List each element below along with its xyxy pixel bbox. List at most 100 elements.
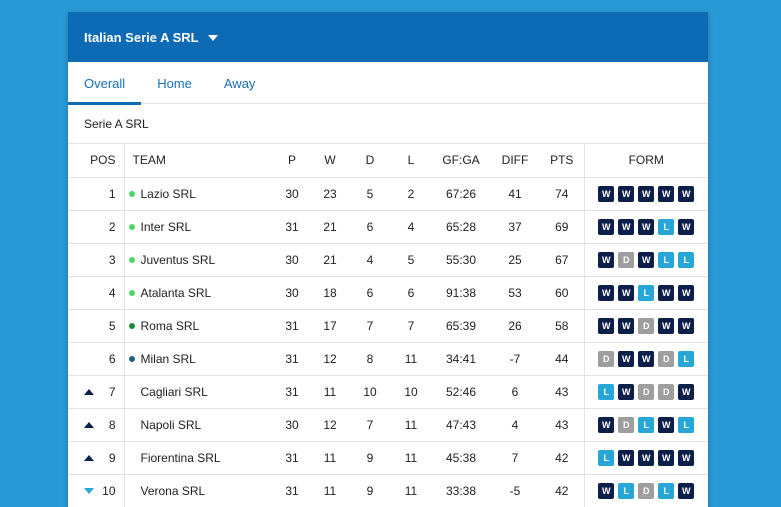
form-badge[interactable]: L [658, 218, 675, 235]
table-row[interactable]: 10 Verona SRL 31 11 9 11 33:38 -5 42 W L D L W [68, 474, 708, 507]
position-value: 4 [108, 285, 116, 300]
form-badge[interactable]: D [638, 482, 655, 499]
position-cell: 2 [68, 210, 125, 244]
form-badge[interactable]: W [618, 383, 635, 400]
position-value: 9 [108, 450, 116, 465]
form-badge[interactable]: W [658, 416, 675, 433]
form-badge[interactable]: W [638, 218, 655, 235]
form-badge[interactable]: W [618, 449, 635, 466]
form-badge[interactable]: W [638, 449, 655, 466]
form-badge[interactable]: D [598, 350, 615, 367]
team-name[interactable]: Lazio SRL [140, 186, 196, 201]
team-name[interactable]: Napoli SRL [140, 417, 202, 432]
wins-cell: 12 [310, 408, 350, 442]
form-badge[interactable]: W [598, 416, 615, 433]
team-name[interactable]: Verona SRL [140, 483, 206, 498]
header-diff[interactable]: DIFF [490, 144, 540, 178]
form-badge[interactable]: W [638, 185, 655, 202]
form-badge[interactable]: W [678, 185, 695, 202]
form-badge[interactable]: W [598, 185, 615, 202]
form-badge[interactable]: W [618, 218, 635, 235]
form-badge[interactable]: W [638, 350, 655, 367]
form-badge[interactable]: L [598, 383, 615, 400]
team-name[interactable]: Fiorentina SRL [140, 450, 221, 465]
form-badge[interactable]: W [598, 284, 615, 301]
team-cell: Napoli SRL [124, 408, 274, 442]
table-row[interactable]: 2 Inter SRL 31 21 6 4 65:28 37 69 W W W L W [68, 210, 708, 244]
form-badge[interactable]: D [638, 317, 655, 334]
table-row[interactable]: 9 Fiorentina SRL 31 11 9 11 45:38 7 42 L W W W W [68, 441, 708, 475]
form-badge[interactable]: W [678, 284, 695, 301]
header-losses[interactable]: L [390, 144, 432, 178]
form-badge[interactable]: W [638, 251, 655, 268]
form-badge[interactable]: L [658, 482, 675, 499]
team-cell: Milan SRL [124, 342, 274, 376]
goals-cell: 33:38 [432, 474, 490, 507]
form-badge[interactable]: D [658, 383, 675, 400]
form-badge[interactable]: L [658, 251, 675, 268]
form-badge[interactable]: W [598, 251, 615, 268]
position-value: 10 [102, 483, 116, 498]
position-wrap: 2 [68, 220, 116, 234]
team-name[interactable]: Milan SRL [140, 351, 196, 366]
form-badge[interactable]: L [598, 449, 615, 466]
form-badge[interactable]: W [658, 284, 675, 301]
form-badge[interactable]: D [618, 416, 635, 433]
header-draws[interactable]: D [350, 144, 390, 178]
position-value: 5 [108, 318, 116, 333]
table-row[interactable]: 7 Cagliari SRL 31 11 10 10 52:46 6 43 L W D D W [68, 375, 708, 409]
form-badge[interactable]: W [678, 317, 695, 334]
form-badge[interactable]: W [678, 449, 695, 466]
team-name[interactable]: Cagliari SRL [140, 384, 208, 399]
points-cell: 42 [540, 474, 584, 507]
points-cell: 74 [540, 177, 584, 211]
form-badge[interactable]: W [618, 185, 635, 202]
form-badge[interactable]: W [598, 317, 615, 334]
form-badge[interactable]: L [678, 251, 695, 268]
header-pos[interactable]: POS [68, 144, 125, 178]
form-badge[interactable]: W [658, 449, 675, 466]
form-badge[interactable]: L [638, 416, 655, 433]
form-badge[interactable]: W [598, 482, 615, 499]
team-name[interactable]: Juventus SRL [140, 252, 216, 267]
form-badge[interactable]: L [618, 482, 635, 499]
form-badge[interactable]: W [618, 317, 635, 334]
table-row[interactable]: 8 Napoli SRL 30 12 7 11 47:43 4 43 W D L W L [68, 408, 708, 442]
header-points[interactable]: PTS [540, 144, 584, 178]
losses-cell: 2 [390, 177, 432, 211]
header-played[interactable]: P [274, 144, 310, 178]
form-badge[interactable]: D [638, 383, 655, 400]
form-badge[interactable]: D [618, 251, 635, 268]
tab-away[interactable]: Away [223, 75, 256, 91]
tab-overall[interactable]: Overall [68, 62, 142, 105]
wins-cell: 21 [310, 210, 350, 244]
table-row[interactable]: 4 Atalanta SRL 30 18 6 6 91:38 53 60 W W L W W [68, 276, 708, 310]
header-team[interactable]: TEAM [124, 144, 274, 178]
form-badge[interactable]: W [618, 284, 635, 301]
form-badge[interactable]: W [658, 317, 675, 334]
qualification-dot-icon [128, 223, 135, 230]
header-goals[interactable]: GF:GA [432, 144, 490, 178]
table-row[interactable]: 6 Milan SRL 31 12 8 11 34:41 -7 44 D W W D L [68, 342, 708, 376]
table-row[interactable]: 5 Roma SRL 31 17 7 7 65:39 26 58 W W D W W [68, 309, 708, 343]
form-badge[interactable]: W [678, 482, 695, 499]
form-badge[interactable]: L [678, 350, 695, 367]
form-badge[interactable]: W [618, 350, 635, 367]
form-badge[interactable]: D [658, 350, 675, 367]
header-wins[interactable]: W [310, 144, 350, 178]
team-name[interactable]: Inter SRL [140, 219, 192, 234]
goals-cell: 65:28 [432, 210, 490, 244]
form-badge[interactable]: W [658, 185, 675, 202]
team-name[interactable]: Atalanta SRL [140, 285, 212, 300]
arrow-up-icon [84, 421, 94, 428]
table-row[interactable]: 1 Lazio SRL 30 23 5 2 67:26 41 74 W W W W W [68, 177, 708, 211]
tab-home[interactable]: Home [157, 75, 192, 91]
table-row[interactable]: 3 Juventus SRL 30 21 4 5 55:30 25 67 W D W L L [68, 243, 708, 277]
form-badge[interactable]: W [678, 218, 695, 235]
form-badge[interactable]: W [678, 383, 695, 400]
form-badge[interactable]: L [678, 416, 695, 433]
form-badge[interactable]: L [638, 284, 655, 301]
form-badge[interactable]: W [598, 218, 615, 235]
team-name[interactable]: Roma SRL [140, 318, 200, 333]
league-selector[interactable]: Italian Serie A SRL [68, 12, 708, 62]
